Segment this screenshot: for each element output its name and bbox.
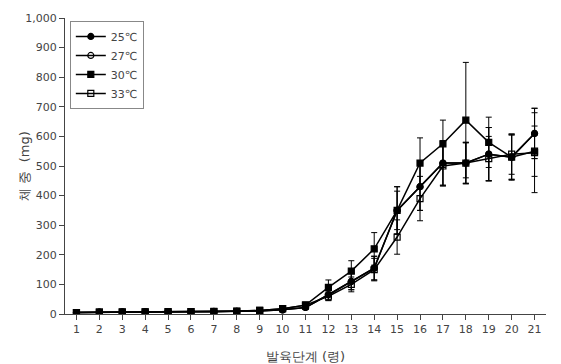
svg-text:발육단계 (령): 발육단계 (령) — [266, 349, 345, 364]
svg-text:200: 200 — [36, 249, 57, 262]
svg-text:700: 700 — [36, 101, 57, 114]
svg-text:1,000: 1,000 — [25, 12, 57, 25]
svg-text:5: 5 — [165, 323, 172, 336]
svg-text:7: 7 — [210, 323, 217, 336]
svg-text:6: 6 — [187, 323, 194, 336]
svg-text:8: 8 — [233, 323, 240, 336]
svg-text:10: 10 — [276, 323, 290, 336]
svg-text:체 중 (mg): 체 중 (mg) — [17, 131, 32, 200]
svg-text:1: 1 — [73, 323, 80, 336]
svg-text:25℃: 25℃ — [111, 31, 137, 44]
svg-text:400: 400 — [36, 189, 57, 202]
svg-text:500: 500 — [36, 160, 57, 173]
svg-text:19: 19 — [482, 323, 496, 336]
svg-text:800: 800 — [36, 71, 57, 84]
svg-text:12: 12 — [321, 323, 335, 336]
svg-text:9: 9 — [256, 323, 263, 336]
svg-text:27℃: 27℃ — [111, 50, 137, 63]
svg-text:2: 2 — [96, 323, 103, 336]
svg-text:18: 18 — [459, 323, 473, 336]
svg-text:17: 17 — [436, 323, 450, 336]
svg-text:15: 15 — [390, 323, 404, 336]
svg-text:30℃: 30℃ — [111, 69, 137, 82]
svg-text:16: 16 — [413, 323, 427, 336]
svg-text:21: 21 — [528, 323, 542, 336]
svg-text:20: 20 — [505, 323, 519, 336]
svg-text:11: 11 — [299, 323, 313, 336]
svg-text:600: 600 — [36, 130, 57, 143]
svg-text:13: 13 — [344, 323, 358, 336]
svg-text:4: 4 — [142, 323, 149, 336]
svg-text:100: 100 — [36, 278, 57, 291]
svg-text:300: 300 — [36, 219, 57, 232]
svg-text:14: 14 — [367, 323, 381, 336]
svg-text:3: 3 — [119, 323, 126, 336]
svg-text:33℃: 33℃ — [111, 88, 137, 101]
svg-text:900: 900 — [36, 41, 57, 54]
svg-text:0: 0 — [50, 308, 57, 321]
